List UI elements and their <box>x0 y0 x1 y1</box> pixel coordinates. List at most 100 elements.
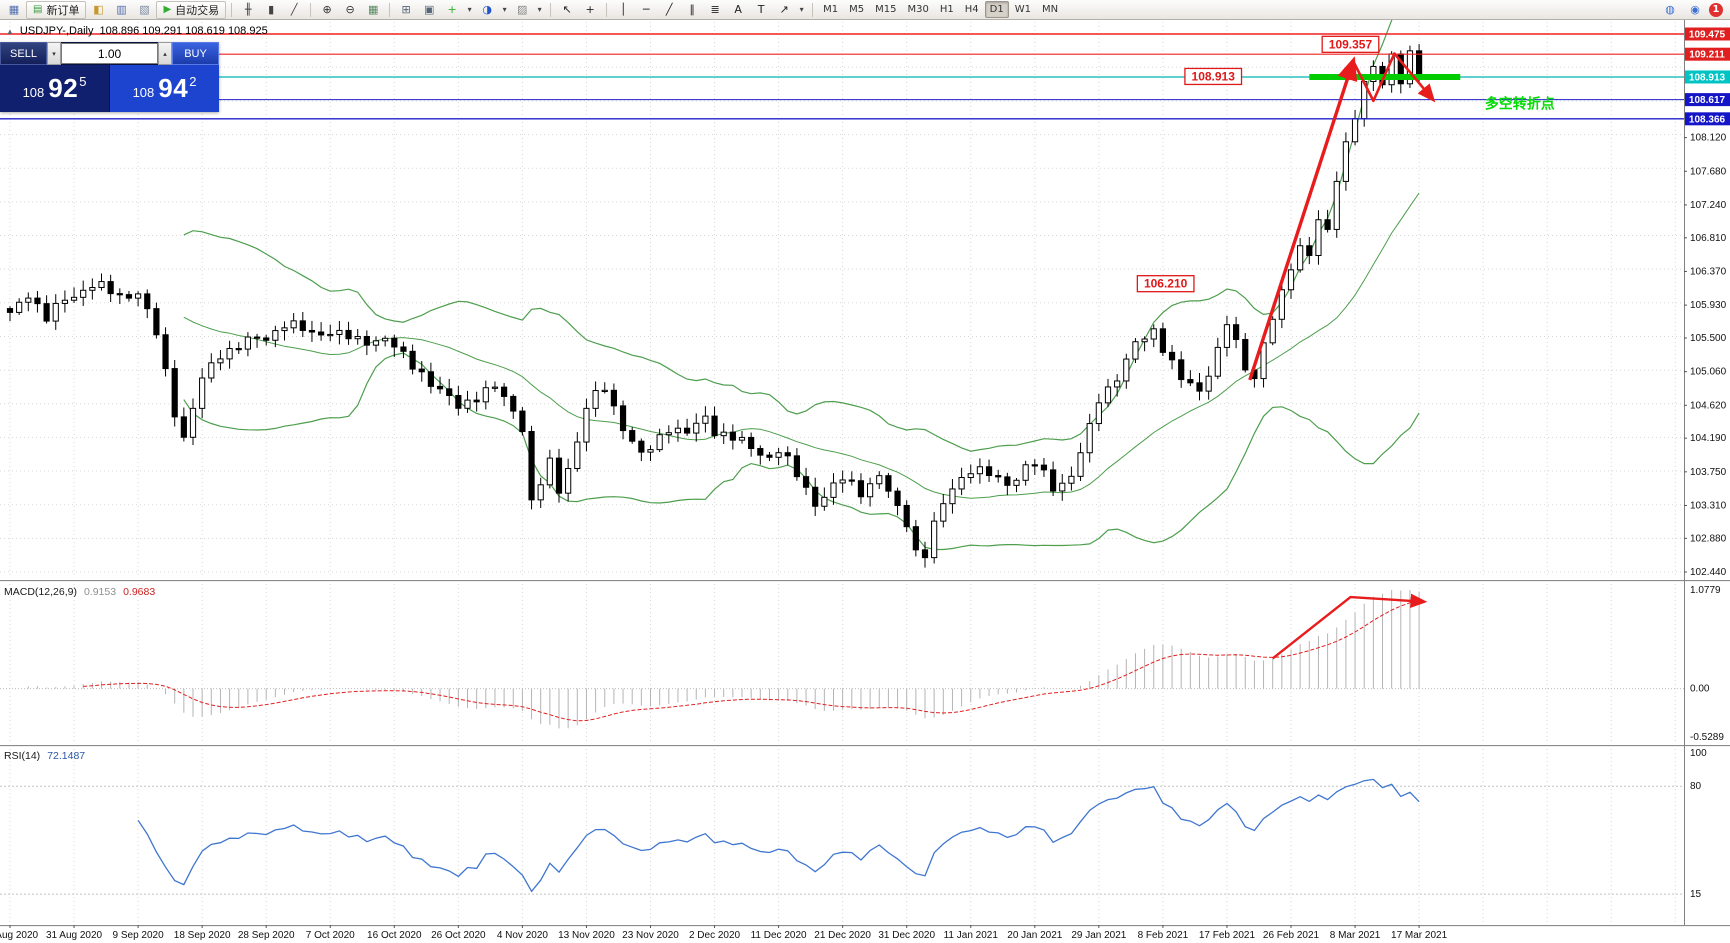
svg-text:16 Oct 2020: 16 Oct 2020 <box>367 930 422 941</box>
svg-text:21 Aug 2020: 21 Aug 2020 <box>0 930 39 941</box>
svg-text:23 Nov 2020: 23 Nov 2020 <box>622 930 679 941</box>
zoom-in-icon[interactable]: ⊕ <box>322 3 332 16</box>
auto-trading-button[interactable]: ▶ 自动交易 <box>156 0 227 19</box>
trendline-icon[interactable]: ╱ <box>665 3 673 16</box>
toolbar-separator <box>310 2 312 17</box>
timeframe-MN[interactable]: MN <box>1041 4 1059 15</box>
macd-signal-value: 0.9683 <box>123 586 156 598</box>
svg-text:105.500: 105.500 <box>1690 333 1727 344</box>
svg-text:31 Dec 2020: 31 Dec 2020 <box>878 930 935 941</box>
vertical-line-icon[interactable]: │ <box>619 3 627 16</box>
indicators-icon[interactable]: + <box>447 3 457 16</box>
svg-text:107.240: 107.240 <box>1690 200 1727 211</box>
cursor-icon[interactable]: ↖ <box>562 3 572 16</box>
timeframe-H1[interactable]: H1 <box>939 4 954 15</box>
data-window-icon[interactable]: ▥ <box>116 3 127 16</box>
navigator-icon[interactable]: ▧ <box>139 3 150 16</box>
shapes-dropdown-icon[interactable]: ▾ <box>799 4 804 14</box>
timeframe-M15[interactable]: M15 <box>875 4 897 15</box>
label-icon[interactable]: T <box>757 3 765 16</box>
bid-prefix: 108 <box>22 85 45 100</box>
svg-text:106.810: 106.810 <box>1690 233 1727 244</box>
sell-button[interactable]: SELL <box>0 42 47 65</box>
text-icon[interactable]: A <box>734 3 742 16</box>
arrows-icon[interactable]: ↗ <box>779 3 789 16</box>
lot-input[interactable] <box>61 43 158 64</box>
templates-icon[interactable]: ▨ <box>516 3 528 16</box>
timeframe-H4[interactable]: H4 <box>964 4 979 15</box>
svg-text:4 Nov 2020: 4 Nov 2020 <box>497 930 549 941</box>
timeframe-M1[interactable]: M1 <box>823 4 839 15</box>
timeframe-D1[interactable]: D1 <box>984 1 1009 18</box>
terminal-icon[interactable]: ▦ <box>8 3 20 16</box>
svg-text:108.366: 108.366 <box>1689 114 1726 125</box>
price-chart-canvas[interactable]: 109.357 108.913 106.210 多空转折点 108.120 107.680… <box>0 20 1730 943</box>
svg-text:26 Feb 2021: 26 Feb 2021 <box>1263 930 1320 941</box>
lot-increase-button[interactable]: ▴ <box>158 42 172 65</box>
svg-text:103.310: 103.310 <box>1690 500 1727 511</box>
svg-text:20 Jan 2021: 20 Jan 2021 <box>1007 930 1062 941</box>
symbol-title: USDJPY-,Daily <box>19 25 94 37</box>
top-toolbar: ▦ ▤ 新订单 ◧ ▥ ▧ ▶ 自动交易 ╫ ▮ ╱ ⊕ ⊖ ▦ ⊞ ▣ + ▾ ◑ ▾ ▨ ▾ ↖ + │ ─ ╱ ∥ ≣ A T ↗ ▾ M1… <box>0 0 1730 20</box>
ask-superscript: 2 <box>189 74 197 89</box>
toolbar-separator <box>606 2 608 17</box>
bar-chart-type-icon[interactable]: ╫ <box>244 3 252 16</box>
channel-icon[interactable]: ∥ <box>689 3 695 16</box>
svg-text:15: 15 <box>1690 889 1702 900</box>
svg-text:11 Jan 2021: 11 Jan 2021 <box>944 930 999 941</box>
svg-text:-0.5289: -0.5289 <box>1690 732 1724 743</box>
indicators-dropdown-icon[interactable]: ▾ <box>467 4 472 14</box>
svg-text:104.190: 104.190 <box>1690 433 1727 444</box>
candlestick-type-icon[interactable]: ▮ <box>268 3 275 16</box>
svg-text:17 Mar 2021: 17 Mar 2021 <box>1391 930 1448 941</box>
periods-dropdown-icon[interactable]: ▾ <box>502 4 507 14</box>
news-icon[interactable]: ◍ <box>1665 3 1675 16</box>
trade-prices-row: 108 92 5 108 94 2 <box>0 65 219 112</box>
svg-text:17 Feb 2021: 17 Feb 2021 <box>1199 930 1256 941</box>
svg-text:11 Dec 2020: 11 Dec 2020 <box>751 930 807 941</box>
rsi-name: RSI(14) <box>4 750 41 762</box>
market-watch-icon[interactable]: ◧ <box>93 3 104 16</box>
new-order-button-label: 新订单 <box>46 3 80 17</box>
svg-text:13 Nov 2020: 13 Nov 2020 <box>558 930 615 941</box>
timeframe-W1[interactable]: W1 <box>1014 4 1031 15</box>
horizontal-line-icon[interactable]: ─ <box>642 3 650 16</box>
crosshair-icon[interactable]: + <box>585 3 595 16</box>
lot-decrease-button[interactable]: ▾ <box>47 42 61 65</box>
toolbar-right-cluster: ◍ ◉ 1 <box>1659 1 1727 19</box>
svg-text:8 Feb 2021: 8 Feb 2021 <box>1138 930 1189 941</box>
rsi-value: 72.1487 <box>47 750 86 762</box>
ask-price-display[interactable]: 108 94 2 <box>110 65 219 112</box>
community-icon[interactable]: ◉ <box>1690 3 1700 16</box>
zoom-out-icon[interactable]: ⊖ <box>345 3 355 16</box>
svg-text:108.913: 108.913 <box>1192 69 1236 83</box>
svg-text:106.210: 106.210 <box>1144 277 1188 291</box>
chart-title: ▲ USDJPY-,Daily 108.896 109.291 108.619 … <box>6 25 268 37</box>
grid-icon[interactable]: ▦ <box>367 3 379 16</box>
new-order-icon: ▤ <box>33 3 43 15</box>
collapse-panel-icon[interactable]: ▲ <box>6 26 14 36</box>
line-chart-type-icon[interactable]: ╱ <box>290 3 298 16</box>
timeframe-M5[interactable]: M5 <box>849 4 865 15</box>
ohlc-values: 108.896 109.291 108.619 108.925 <box>99 25 268 37</box>
timeframe-M30[interactable]: M30 <box>907 4 929 15</box>
bid-superscript: 5 <box>79 74 87 89</box>
svg-text:108.617: 108.617 <box>1689 95 1726 106</box>
buy-button[interactable]: BUY <box>172 42 219 65</box>
svg-text:1.0779: 1.0779 <box>1690 585 1721 596</box>
templates-dropdown-icon[interactable]: ▾ <box>537 4 542 14</box>
svg-text:102.880: 102.880 <box>1690 533 1727 544</box>
cascade-windows-icon[interactable]: ▣ <box>423 3 435 16</box>
svg-text:109.211: 109.211 <box>1689 50 1725 61</box>
notification-badge[interactable]: 1 <box>1709 2 1723 17</box>
new-order-button[interactable]: ▤ 新订单 <box>26 0 87 19</box>
svg-text:105.930: 105.930 <box>1690 300 1727 311</box>
periods-icon[interactable]: ◑ <box>482 3 492 16</box>
fibonacci-icon[interactable]: ≣ <box>710 3 720 16</box>
tile-windows-icon[interactable]: ⊞ <box>401 3 411 16</box>
bid-price-display[interactable]: 108 92 5 <box>0 65 110 112</box>
bid-big-digits: 92 <box>48 73 79 103</box>
svg-text:100: 100 <box>1690 748 1707 759</box>
ask-big-digits: 94 <box>158 73 189 103</box>
